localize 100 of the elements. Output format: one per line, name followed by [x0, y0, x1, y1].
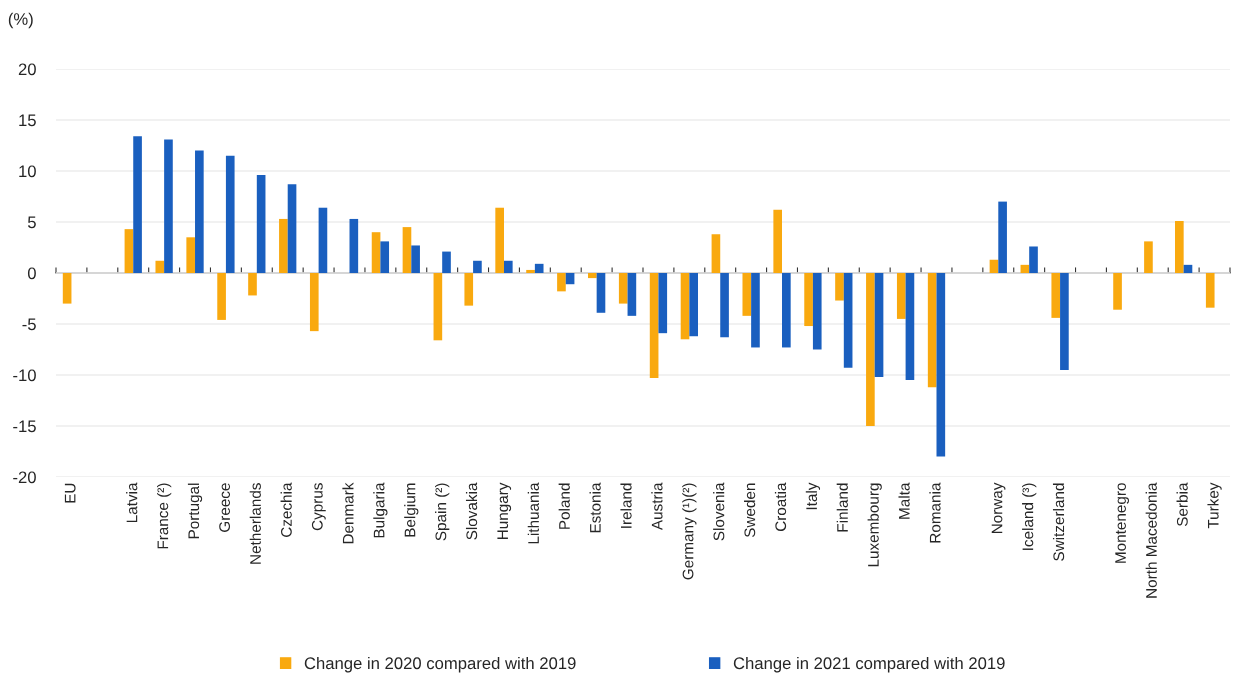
bar	[689, 273, 698, 337]
bar	[812, 273, 822, 350]
x-tick-label: Lithuania	[527, 482, 539, 544]
bar	[402, 227, 412, 273]
bar	[1051, 273, 1061, 318]
bar	[1183, 264, 1193, 273]
bar	[248, 273, 257, 296]
x-tick-label: Croatia	[774, 482, 787, 532]
y-tick-label: 10	[19, 165, 36, 178]
bar	[186, 237, 196, 273]
bar	[751, 273, 760, 348]
bar	[936, 273, 946, 457]
bar	[503, 260, 513, 273]
bar	[287, 184, 297, 273]
bar	[649, 273, 659, 379]
bar	[1029, 246, 1038, 273]
bar	[473, 260, 482, 273]
x-tick-label: Germany (¹)(²)	[682, 483, 697, 580]
y-tick-label: 15	[19, 114, 36, 127]
y-tick-label: -10	[13, 369, 36, 382]
bar	[835, 273, 844, 301]
bar	[557, 273, 566, 292]
bar	[371, 232, 381, 273]
x-tick-label: Portugal	[187, 483, 203, 539]
bar	[526, 269, 535, 273]
x-tick-label: Poland	[558, 483, 570, 529]
bar	[411, 245, 420, 273]
bar	[217, 273, 226, 320]
bar	[742, 273, 752, 316]
bar	[627, 273, 637, 316]
bar	[1205, 273, 1215, 308]
bar	[1144, 241, 1153, 273]
x-tick-label: Czechia	[280, 482, 292, 537]
x-tick-label: Luxembourg	[867, 483, 882, 567]
bar	[989, 259, 999, 273]
x-tick-label: Austria	[651, 482, 663, 531]
bar	[804, 273, 813, 327]
bar	[565, 273, 575, 285]
x-tick-label: Serbia	[1176, 482, 1188, 527]
bar	[133, 136, 142, 273]
bar	[225, 155, 235, 273]
bar	[464, 273, 474, 306]
bar	[720, 273, 729, 338]
x-tick-label: France (²)	[157, 483, 172, 549]
bar	[874, 273, 884, 378]
bar	[658, 273, 668, 334]
x-tick-label: Sweden	[744, 483, 756, 538]
x-tick-label: Italy	[805, 482, 821, 510]
bar	[195, 150, 204, 273]
bar	[782, 273, 791, 348]
x-tick-label: Norway	[991, 482, 1006, 534]
bar	[1113, 273, 1122, 310]
bar	[905, 273, 915, 381]
bar	[927, 273, 937, 388]
y-tick-label: 0	[27, 267, 36, 280]
bar	[442, 251, 451, 273]
bar	[773, 209, 783, 273]
x-tick-label: North Macedonia	[1145, 482, 1157, 598]
bar	[534, 263, 544, 273]
x-tick-label: Greece	[219, 483, 231, 532]
x-tick-label: Slovenia	[713, 482, 725, 541]
bar	[309, 273, 319, 332]
bar	[380, 241, 390, 273]
bar	[843, 273, 853, 368]
x-tick-label: Turkey	[1207, 482, 1222, 529]
x-tick-label: Slovakia	[465, 482, 478, 540]
x-tick-label: Latvia	[126, 482, 138, 523]
x-tick-label: Iceland (³)	[1022, 483, 1037, 550]
bar	[349, 218, 359, 273]
y-tick-label: -20	[13, 471, 36, 484]
x-tick-label: Hungary	[497, 482, 512, 540]
bar	[680, 273, 690, 340]
x-tick-label: Bulgaria	[373, 482, 388, 538]
y-tick-label: -15	[13, 420, 36, 433]
x-tick-label: Ireland	[620, 483, 632, 528]
x-tick-label: Romania	[929, 482, 941, 543]
bar	[1060, 273, 1069, 370]
bar	[588, 273, 597, 279]
bar	[433, 273, 443, 341]
x-tick-label: Netherlands	[249, 483, 261, 564]
x-tick-label: Estonia	[589, 482, 601, 533]
x-tick-label: EU	[64, 483, 76, 503]
x-tick-label: Malta	[898, 482, 910, 519]
legend-label: Change in 2020 compared with 2019	[304, 656, 576, 673]
y-tick-label: 20	[18, 63, 36, 76]
x-tick-label: Cyprus	[311, 483, 326, 531]
legend-label: Change in 2021 compared with 2019	[733, 656, 1005, 673]
bar	[155, 260, 165, 273]
bar	[62, 273, 72, 304]
bar	[256, 175, 266, 273]
x-tick-label: Switzerland	[1052, 483, 1065, 561]
bar	[495, 207, 504, 273]
x-tick-label: Finland	[836, 483, 848, 532]
bar	[164, 139, 173, 273]
bar	[896, 273, 906, 319]
bar	[318, 207, 328, 273]
bar	[1020, 264, 1030, 273]
y-tick-label: -5	[22, 318, 36, 331]
y-tick-label: 5	[27, 216, 36, 229]
bar	[124, 229, 134, 273]
